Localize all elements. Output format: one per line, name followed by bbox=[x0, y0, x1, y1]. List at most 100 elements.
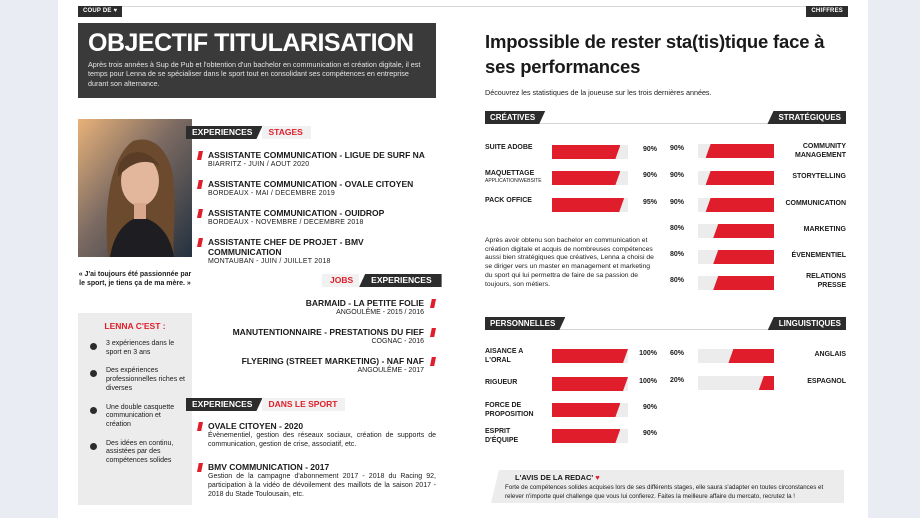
skill-percent: 90% bbox=[670, 199, 685, 206]
skill-row: AISANCE A L'ORAL 100% bbox=[485, 347, 685, 367]
stage-sub: BIARRITZ - JUIN / AOUT 2020 bbox=[208, 161, 310, 168]
top-rule: COUP DE ♥ CHIFFRES bbox=[78, 6, 848, 17]
skill-row: RIGUEUR 100% bbox=[485, 375, 685, 395]
job-title: FLYERING (STREET MARKETING) - NAF NAF bbox=[241, 356, 424, 366]
skill-bar-fill bbox=[552, 429, 620, 443]
slash-mark-icon bbox=[197, 238, 203, 247]
skill-percent: 90% bbox=[642, 146, 657, 153]
skill-bar-fill bbox=[552, 377, 628, 391]
slash-mark-icon bbox=[197, 180, 203, 189]
skill-name: ÉVENEMENTIEL bbox=[791, 252, 846, 259]
hero-title: OBJECTIF TITULARISATION bbox=[88, 29, 414, 57]
strategiques-label: STRATÉGIQUES bbox=[767, 111, 846, 124]
quote-text: « J'ai toujours été passionnée par le sp… bbox=[78, 271, 192, 287]
chiffres-tag: CHIFFRES bbox=[806, 6, 848, 17]
jobs-header: JOBS EXPERIENCES bbox=[322, 274, 442, 287]
sport-entry: BMV COMMUNICATION - 2017 Gestion de la c… bbox=[196, 462, 436, 499]
stage-sub: MONTAUBAN - JUIN / JUILLET 2018 bbox=[208, 258, 331, 265]
skill-bar bbox=[552, 349, 628, 363]
skill-name: SUITE ADOBE bbox=[485, 144, 533, 151]
skill-note: APPLICATION/WEBSITE bbox=[485, 178, 542, 184]
slash-mark-icon bbox=[430, 357, 436, 366]
editor-opinion-title: L'AVIS DE LA REDAC' ♥ bbox=[515, 473, 600, 482]
sport-header-dark: EXPERIENCES bbox=[186, 398, 262, 411]
skill-bar-fill bbox=[713, 276, 774, 290]
job-title: BARMAID - LA PETITE FOLIE bbox=[305, 298, 424, 308]
skill-bar bbox=[698, 171, 774, 185]
lenna-item: Une double casquette communication et cr… bbox=[84, 404, 186, 430]
skill-percent: 80% bbox=[670, 225, 685, 232]
skill-bar bbox=[698, 224, 774, 238]
stage-entry: ASSISTANTE COMMUNICATION - OUIDROP BORDE… bbox=[196, 208, 436, 227]
lenna-item: Des idées en continu, assistées par des … bbox=[84, 440, 186, 466]
skill-name: AISANCE A L'ORAL bbox=[485, 348, 523, 364]
skill-row: FORCE DE PROPOSITION 90% bbox=[485, 401, 685, 421]
stage-title: ASSISTANTE COMMUNICATION - OUIDROP bbox=[208, 208, 385, 218]
sport-header: EXPERIENCES DANS LE SPORT bbox=[186, 398, 346, 411]
portrait-illustration bbox=[78, 119, 192, 257]
heart-icon: ♥ bbox=[595, 473, 600, 482]
skill-row: 60% ANGLAIS bbox=[670, 347, 846, 367]
skill-bar-fill bbox=[705, 171, 774, 185]
stage-sub: BORDEAUX - NOVEMBRE / DECEMBRE 2018 bbox=[208, 219, 364, 226]
skill-row: SUITE ADOBE 90% bbox=[485, 143, 685, 163]
skill-row: 90% COMMUNITY MANAGEMENT bbox=[670, 142, 846, 162]
cv-page: COUP DE ♥ CHIFFRES OBJECTIF TITULARISATI… bbox=[58, 0, 868, 518]
skill-bar-fill bbox=[713, 224, 774, 238]
sport-entry: OVALE CITOYEN - 2020 Évènementiel, gesti… bbox=[196, 421, 436, 449]
skill-percent: 100% bbox=[639, 378, 657, 385]
skill-percent: 95% bbox=[642, 199, 657, 206]
linguistiques-label: LINGUISTIQUES bbox=[767, 317, 846, 330]
job-title: MANUTENTIONNAIRE - PRESTATIONS DU FIEF bbox=[232, 327, 424, 337]
slash-mark-icon bbox=[197, 463, 203, 472]
skill-bar bbox=[698, 198, 774, 212]
skill-bar bbox=[698, 349, 774, 363]
stages-header: EXPERIENCES STAGES bbox=[186, 126, 311, 139]
editor-opinion-text: Forte de compétences solides acquises lo… bbox=[505, 484, 824, 500]
skill-name: MAQUETTAGE APPLICATION/WEBSITE bbox=[485, 169, 551, 184]
stage-entry: ASSISTANTE CHEF DE PROJET - BMV COMMUNIC… bbox=[196, 237, 436, 266]
editor-opinion-box: L'AVIS DE LA REDAC' ♥ Forte de compétenc… bbox=[491, 470, 844, 503]
stage-title: ASSISTANTE COMMUNICATION - LIGUE DE SURF… bbox=[208, 150, 425, 160]
skill-bar bbox=[552, 171, 628, 185]
job-sub: ANGOULÊME - 2017 bbox=[357, 367, 424, 374]
skill-percent: 20% bbox=[670, 377, 685, 384]
skill-bar bbox=[552, 403, 628, 417]
skill-name: STORYTELLING bbox=[792, 173, 846, 180]
skill-row: 90% STORYTELLING bbox=[670, 169, 846, 189]
creatives-label: CRÉATIVES bbox=[485, 111, 545, 124]
skill-bar bbox=[698, 276, 774, 290]
personnelles-label: PERSONNELLES bbox=[485, 317, 565, 330]
skill-bar bbox=[698, 376, 774, 390]
skill-percent: 90% bbox=[642, 404, 657, 411]
stage-sub: BORDEAUX - MAI / DECEMBRE 2019 bbox=[208, 190, 335, 197]
skill-bar-fill bbox=[552, 198, 624, 212]
skill-percent: 90% bbox=[642, 172, 657, 179]
jobs-header-dark: EXPERIENCES bbox=[359, 274, 442, 287]
slash-mark-icon bbox=[430, 328, 436, 337]
skill-bar-fill bbox=[552, 145, 620, 159]
job-sub: COGNAC - 2016 bbox=[371, 338, 424, 345]
skill-bar bbox=[552, 429, 628, 443]
skill-percent: 90% bbox=[642, 430, 657, 437]
skill-bar bbox=[552, 198, 628, 212]
skill-percent: 100% bbox=[639, 350, 657, 357]
slash-mark-icon bbox=[197, 422, 203, 431]
sport-header-light: DANS LE SPORT bbox=[262, 398, 346, 411]
skill-percent: 60% bbox=[670, 350, 685, 357]
skill-bar-fill bbox=[705, 144, 774, 158]
skill-row: MAQUETTAGE APPLICATION/WEBSITE 90% bbox=[485, 169, 685, 189]
stats-title: Impossible de rester sta(tis)tique face … bbox=[485, 31, 825, 77]
hero-banner: OBJECTIF TITULARISATION Après trois anné… bbox=[78, 23, 436, 98]
skill-bar-fill bbox=[552, 171, 620, 185]
skill-row: 90% COMMUNICATION bbox=[670, 196, 846, 216]
job-entry: FLYERING (STREET MARKETING) - NAF NAF AN… bbox=[208, 356, 436, 375]
stages-header-dark: EXPERIENCES bbox=[186, 126, 262, 139]
sport-desc: Gestion de la campagne d'abonnement 2017… bbox=[208, 473, 436, 498]
hero-text: Après trois années à Sup de Pub et l'obt… bbox=[88, 60, 421, 88]
skill-name: FORCE DE PROPOSITION bbox=[485, 402, 534, 418]
divider bbox=[485, 123, 846, 124]
job-sub: ANGOULÊME - 2015 / 2016 bbox=[336, 309, 424, 316]
skill-name: RELATIONS PRESSE bbox=[806, 273, 846, 289]
skill-percent: 90% bbox=[670, 145, 685, 152]
